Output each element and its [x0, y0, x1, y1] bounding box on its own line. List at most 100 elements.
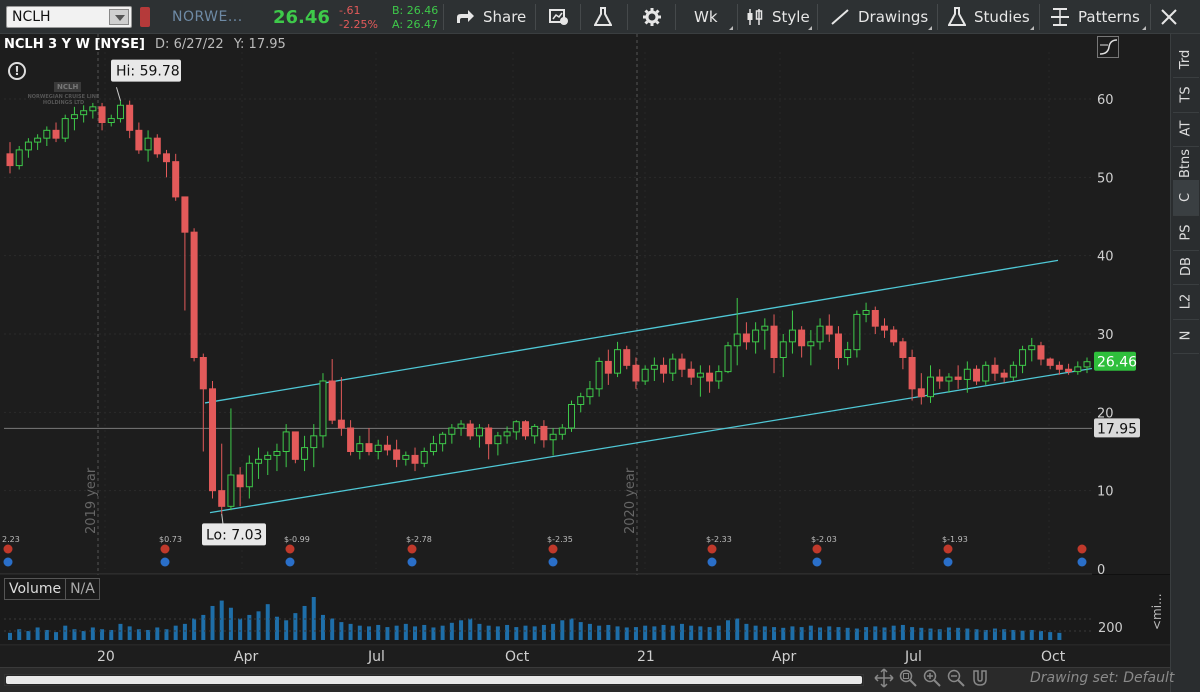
aggregation-button[interactable]: Wk: [694, 5, 718, 29]
pan-icon[interactable]: [874, 668, 894, 688]
right-tab-l2[interactable]: L2: [1173, 284, 1199, 320]
candle-body: [549, 433, 557, 441]
dividend-marker-icon[interactable]: [943, 557, 953, 567]
style-button[interactable]: Style: [746, 5, 810, 29]
volume-bar: [394, 625, 399, 640]
candle-body: [788, 329, 796, 343]
drawings-button[interactable]: Drawings: [830, 5, 928, 29]
earnings-marker-icon[interactable]: [943, 544, 953, 554]
chart-mode-icon[interactable]: [1097, 36, 1119, 58]
candle-body: [255, 458, 263, 464]
scrollbar-thumb[interactable]: [6, 676, 862, 684]
patterns-icon: [1051, 8, 1069, 26]
alert-flag-icon[interactable]: [140, 7, 150, 27]
candle-body: [521, 421, 529, 437]
candle-body: [880, 325, 888, 331]
volume-bar: [836, 627, 841, 640]
dividend-marker-icon[interactable]: [812, 557, 822, 567]
volume-bar: [210, 605, 215, 640]
dropdown-corner-icon: [1142, 26, 1146, 30]
studies-button[interactable]: Studies: [948, 5, 1030, 29]
earnings-marker-icon[interactable]: [160, 544, 170, 554]
right-tab-btns[interactable]: Btns: [1173, 146, 1199, 182]
earnings-marker-icon[interactable]: [548, 544, 558, 554]
zoom-box-icon[interactable]: [898, 668, 918, 688]
volume-bar: [431, 627, 436, 640]
volume-bar: [265, 604, 270, 640]
volume-bar: [367, 626, 371, 640]
earnings-marker-icon[interactable]: [285, 544, 295, 554]
zoom-out-icon[interactable]: [946, 668, 966, 688]
zoom-in-icon[interactable]: [922, 668, 942, 688]
candle-body: [494, 435, 502, 445]
patterns-button[interactable]: Patterns: [1050, 5, 1140, 29]
earnings-marker-icon[interactable]: [1077, 544, 1087, 554]
dividend-marker-icon[interactable]: [285, 557, 295, 567]
close-chart-button[interactable]: [1160, 5, 1186, 29]
candle-body: [448, 427, 456, 435]
right-tab-at[interactable]: AT: [1173, 111, 1199, 147]
candle-body: [660, 364, 668, 374]
share-button[interactable]: Share: [455, 5, 526, 29]
symbol-selector[interactable]: NCLH: [6, 6, 132, 28]
dividend-marker-icon[interactable]: [548, 557, 558, 567]
earnings-marker-icon[interactable]: [407, 544, 417, 554]
volume-bar: [652, 626, 657, 640]
earnings-marker-icon[interactable]: [812, 544, 822, 554]
right-tab-db[interactable]: DB: [1173, 249, 1199, 285]
candle-body: [853, 313, 861, 351]
studies-lab-button[interactable]: [594, 5, 620, 29]
right-tab-n[interactable]: N: [1173, 318, 1199, 354]
candle-body: [927, 376, 935, 398]
crosshair-price-tag: [1094, 418, 1140, 438]
volume-title: Volume: [9, 581, 62, 597]
right-tab-ts[interactable]: TS: [1173, 77, 1199, 113]
chart-settings-button[interactable]: [549, 5, 577, 29]
drawing-set-label[interactable]: Drawing set: Default: [1030, 670, 1175, 686]
channel-lower-line[interactable]: [209, 367, 1093, 514]
dividend-marker-icon[interactable]: [1077, 557, 1087, 567]
zoom-controls: [874, 668, 990, 688]
right-tab-trd[interactable]: Trd: [1173, 42, 1199, 78]
logo-subtitle: NORWEGIAN CRUISE LINE HOLDINGS LTD: [27, 94, 100, 106]
right-tab-c[interactable]: C: [1173, 180, 1199, 216]
info-alert-icon[interactable]: !: [8, 62, 26, 80]
channel-upper-line[interactable]: [204, 259, 1059, 404]
right-tab-ps[interactable]: PS: [1173, 215, 1199, 251]
dividend-marker-icon[interactable]: [707, 557, 717, 567]
candle-body: [724, 345, 732, 373]
earnings-marker-icon[interactable]: [707, 544, 717, 554]
dividend-marker-icon[interactable]: [160, 557, 170, 567]
volume-bar: [440, 625, 445, 640]
candle-body: [779, 341, 787, 359]
candle-body: [1009, 364, 1017, 378]
magnet-icon[interactable]: [970, 668, 990, 688]
flask-icon: [594, 7, 612, 26]
candle-body: [678, 358, 686, 370]
candle-body: [429, 443, 437, 452]
candle-body: [890, 329, 898, 343]
volume-bar: [541, 624, 546, 640]
time-axis-bg: [0, 646, 1170, 667]
volume-bar: [459, 620, 464, 640]
earnings-marker-icon[interactable]: [3, 544, 13, 554]
dividend-marker-icon[interactable]: [3, 557, 13, 567]
volume-axis-label: 200: [1098, 621, 1123, 636]
x-axis-tick-label: Oct: [505, 649, 530, 665]
volume-bar: [956, 627, 961, 640]
studies-label: Studies: [974, 8, 1030, 26]
chevron-down-icon[interactable]: [109, 9, 129, 25]
volume-bar: [109, 629, 114, 640]
candle-body: [393, 449, 401, 460]
price-chart[interactable]: 0 10 20 30 40 50 60 2019 year 2020 year 20 Apr Jul O…: [0, 34, 1170, 674]
candle-body: [899, 341, 907, 359]
right-tab-label: L2: [1178, 293, 1194, 309]
volume-label-box: Volume N/A: [4, 578, 100, 600]
candle-body: [374, 444, 382, 453]
toolbar-separator: [817, 4, 818, 30]
settings-button[interactable]: [642, 5, 670, 29]
volume-bar: [256, 611, 261, 640]
ask-price: A: 26.47: [392, 18, 439, 31]
dividend-marker-icon[interactable]: [407, 557, 417, 567]
